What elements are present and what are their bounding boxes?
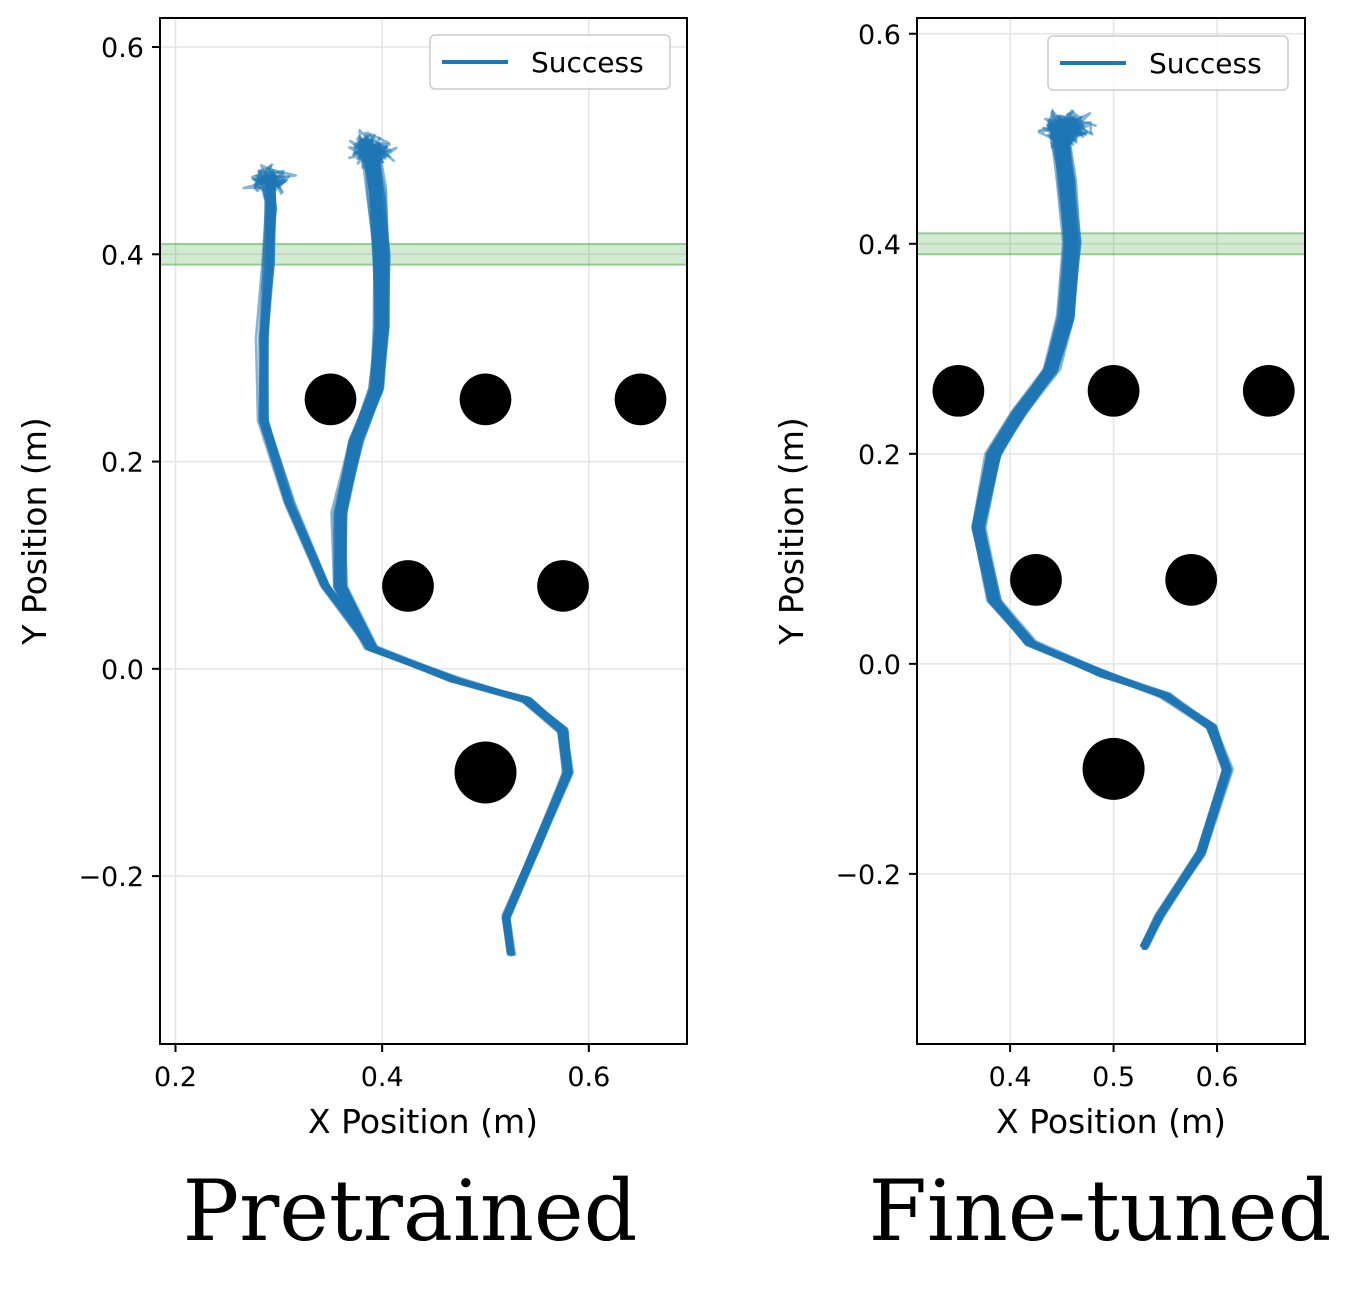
goal-band: [160, 242, 687, 266]
axes-frame: [159, 17, 688, 1045]
plot-area: [160, 18, 687, 1044]
legend-box: [429, 34, 671, 90]
x-tick-label: 0.6: [567, 1062, 610, 1093]
y-tick-label: 0.0: [858, 650, 901, 681]
obstacle: [1165, 553, 1218, 606]
y-tick-label: 0.0: [101, 655, 144, 686]
y-tick-label: 0.2: [101, 448, 144, 479]
x-tick-label: 0.5: [1092, 1062, 1135, 1093]
trajectory-layer: [971, 108, 1234, 951]
tick-layer: 0.4 0.5 0.6 −0.2 0.0 0.2 0.4 0.6: [835, 20, 1238, 1093]
obstacle: [459, 373, 512, 426]
obstacle-layer: [932, 364, 1295, 800]
obstacle: [614, 373, 667, 426]
x-tick-label: 0.2: [154, 1062, 197, 1093]
goal-band-layer: [160, 242, 687, 266]
x-tick-label: 0.4: [361, 1062, 404, 1093]
y-tick-label: −0.2: [835, 860, 901, 891]
legend: Success: [429, 34, 671, 90]
x-axis-label: X Position (m): [308, 1102, 538, 1141]
obstacle: [382, 560, 434, 612]
obstacle: [932, 364, 985, 417]
finetuned-panel: 0.4 0.5 0.6 −0.2 0.0 0.2 0.4 0.6 Success X Posi…: [772, 17, 1332, 1260]
goal-band-layer: [917, 232, 1305, 256]
grid-lines: [917, 18, 1305, 1044]
obstacle: [1082, 737, 1145, 800]
y-tick-label: 0.4: [858, 230, 901, 261]
caption-finetuned: Fine-tuned: [869, 1162, 1332, 1260]
obstacle: [1242, 364, 1295, 417]
trajectory-line: [974, 119, 1228, 947]
y-tick-label: 0.2: [858, 440, 901, 471]
x-axis-label: X Position (m): [996, 1102, 1226, 1141]
obstacle-layer: [304, 373, 667, 804]
obstacle: [304, 373, 357, 426]
obstacle: [537, 560, 589, 612]
obstacle: [454, 741, 517, 804]
pretrained-panel: 0.2 0.4 0.6 −0.2 0.0 0.2 0.4 0.6 Success X Posi…: [15, 17, 688, 1260]
trajectory-line: [971, 129, 1226, 949]
obstacle: [1010, 553, 1062, 606]
trajectory-layer: [242, 128, 574, 957]
legend: Success: [1047, 35, 1289, 91]
y-tick-label: 0.6: [858, 20, 901, 51]
goal-band: [917, 232, 1305, 256]
legend-box: [1047, 35, 1289, 91]
y-tick-label: −0.2: [78, 862, 144, 893]
caption-pretrained: Pretrained: [183, 1162, 638, 1260]
legend-label: Success: [531, 46, 644, 79]
axes-frame: [916, 17, 1306, 1045]
legend-label: Success: [1149, 47, 1262, 80]
y-axis-label: Y Position (m): [15, 417, 54, 646]
y-tick-label: 0.4: [101, 240, 144, 271]
x-tick-label: 0.4: [989, 1062, 1032, 1093]
trajectory-line: [341, 143, 570, 954]
x-tick-label: 0.6: [1196, 1062, 1239, 1093]
obstacle: [1087, 364, 1140, 417]
trajectory-line: [334, 141, 567, 954]
y-tick-label: 0.6: [101, 33, 144, 64]
y-axis-label: Y Position (m): [772, 417, 811, 646]
tick-layer: 0.2 0.4 0.6 −0.2 0.0 0.2 0.4 0.6: [78, 33, 610, 1093]
